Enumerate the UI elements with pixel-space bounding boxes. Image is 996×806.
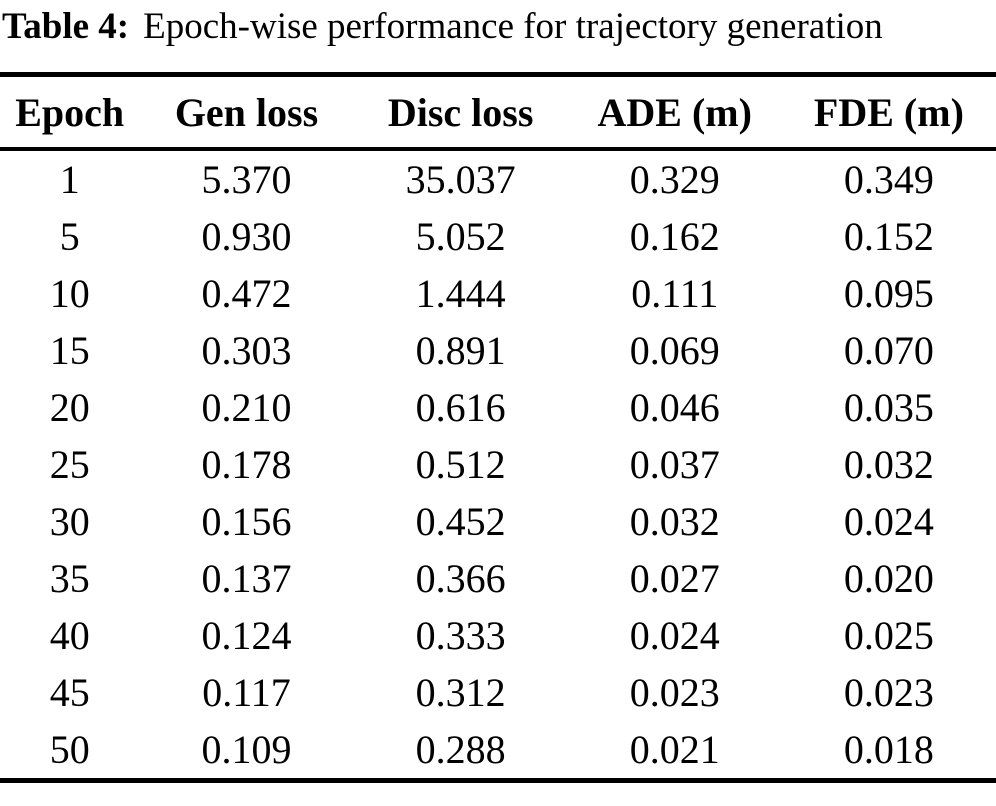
- cell-disc-loss: 0.366: [415, 556, 506, 601]
- cell-epoch: 25: [49, 442, 90, 487]
- cell-epoch: 50: [49, 727, 90, 772]
- cell-ade: 0.111: [631, 271, 719, 316]
- cell-disc-loss: 0.333: [415, 613, 506, 658]
- cell-epoch: 20: [49, 385, 90, 430]
- cell-ade: 0.024: [629, 613, 720, 658]
- cell-epoch: 45: [49, 670, 90, 715]
- header-epoch: Epoch: [0, 74, 140, 151]
- cell-gen-loss: 5.370: [201, 157, 292, 202]
- header-row: Epoch Gen loss Disc loss ADE (m) FDE (m): [0, 74, 996, 151]
- cell-gen-loss: 0.210: [201, 385, 292, 430]
- cell-ade: 0.037: [629, 442, 720, 487]
- cell-ade: 0.162: [629, 214, 720, 259]
- table-row: 25 0.178 0.512 0.037 0.032: [0, 436, 996, 493]
- cell-fde: 0.032: [843, 442, 934, 487]
- cell-fde: 0.020: [843, 556, 934, 601]
- table-row: 5 0.930 5.052 0.162 0.152: [0, 208, 996, 265]
- cell-epoch: 10: [49, 271, 90, 316]
- cell-gen-loss: 0.124: [201, 613, 292, 658]
- cell-gen-loss: 0.930: [201, 214, 292, 259]
- cell-gen-loss: 0.137: [201, 556, 292, 601]
- caption-text: Epoch-wise performance for trajectory ge…: [143, 6, 883, 47]
- cell-gen-loss: 0.472: [201, 271, 292, 316]
- cell-fde: 0.070: [843, 328, 934, 373]
- cell-ade: 0.046: [629, 385, 720, 430]
- table-caption: Table 4: Epoch-wise performance for traje…: [0, 0, 996, 72]
- cell-epoch: 35: [49, 556, 90, 601]
- cell-epoch: 5: [59, 214, 80, 259]
- table-row: 10 0.472 1.444 0.111 0.095: [0, 265, 996, 322]
- cell-disc-loss: 35.037: [405, 157, 516, 202]
- cell-disc-loss: 0.512: [415, 442, 506, 487]
- cell-epoch: 40: [49, 613, 90, 658]
- cell-ade: 0.023: [629, 670, 720, 715]
- cell-ade: 0.032: [629, 499, 720, 544]
- cell-ade: 0.021: [629, 727, 720, 772]
- cell-gen-loss: 0.178: [201, 442, 292, 487]
- cell-fde: 0.152: [843, 214, 934, 259]
- table-row: 35 0.137 0.366 0.027 0.020: [0, 550, 996, 607]
- cell-disc-loss: 0.616: [415, 385, 506, 430]
- cell-ade: 0.069: [629, 328, 720, 373]
- cell-disc-loss: 5.052: [415, 214, 506, 259]
- header-ade: ADE (m): [567, 74, 782, 151]
- caption-label: Table 4:: [2, 6, 130, 47]
- cell-fde: 0.095: [843, 271, 934, 316]
- cell-fde: 0.018: [843, 727, 934, 772]
- table-row: 40 0.124 0.333 0.024 0.025: [0, 607, 996, 664]
- cell-disc-loss: 0.288: [415, 727, 506, 772]
- cell-fde: 0.349: [843, 157, 934, 202]
- cell-disc-loss: 0.891: [415, 328, 506, 373]
- cell-epoch: 15: [49, 328, 90, 373]
- table-row: 1 5.370 35.037 0.329 0.349: [0, 149, 996, 208]
- cell-fde: 0.023: [843, 670, 934, 715]
- cell-disc-loss: 1.444: [415, 271, 506, 316]
- cell-fde: 0.025: [843, 613, 934, 658]
- cell-gen-loss: 0.156: [201, 499, 292, 544]
- cell-disc-loss: 0.312: [415, 670, 506, 715]
- table-row: 20 0.210 0.616 0.046 0.035: [0, 379, 996, 436]
- table-row: 50 0.109 0.288 0.021 0.018: [0, 721, 996, 781]
- cell-fde: 0.024: [843, 499, 934, 544]
- table-row: 45 0.117 0.312 0.023 0.023: [0, 664, 996, 721]
- header-disc-loss: Disc loss: [353, 74, 568, 151]
- cell-gen-loss: 0.303: [201, 328, 292, 373]
- cell-fde: 0.035: [843, 385, 934, 430]
- cell-ade: 0.027: [629, 556, 720, 601]
- cell-ade: 0.329: [629, 157, 720, 202]
- cell-disc-loss: 0.452: [415, 499, 506, 544]
- table-row: 30 0.156 0.452 0.032 0.024: [0, 493, 996, 550]
- cell-epoch: 1: [59, 157, 80, 202]
- header-gen-loss: Gen loss: [139, 74, 354, 151]
- table-row: 15 0.303 0.891 0.069 0.070: [0, 322, 996, 379]
- cell-gen-loss: 0.109: [201, 727, 292, 772]
- header-fde: FDE (m): [781, 74, 996, 151]
- cell-gen-loss: 0.117: [202, 670, 291, 715]
- results-table: Epoch Gen loss Disc loss ADE (m) FDE (m)…: [0, 72, 996, 783]
- cell-epoch: 30: [49, 499, 90, 544]
